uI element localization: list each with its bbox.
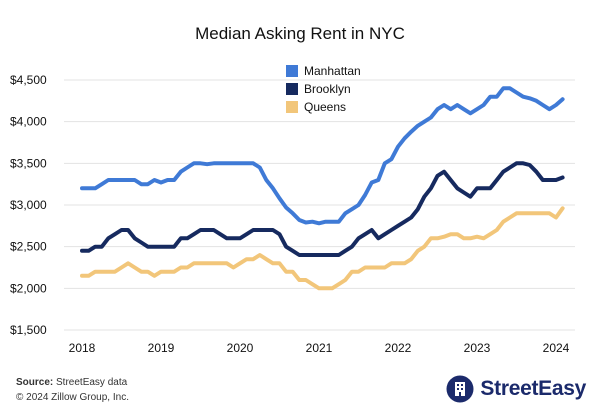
series-line-queens [80,206,565,291]
source-label: Source: [16,377,54,388]
source-text: StreetEasy data [53,377,128,388]
y-tick-label: $4,000 [10,115,47,129]
series-lines [80,86,565,291]
y-tick-label: $1,500 [10,323,47,337]
brand-name: StreetEasy [480,377,586,400]
chart-title: Median Asking Rent in NYC [195,24,405,43]
x-axis-ticks: 2018 2019 2020 2021 2022 2023 2024 [69,341,570,355]
building-icon [446,375,474,403]
gridlines [64,79,575,331]
y-axis-ticks: $1,500 $2,000 $2,500 $3,000 $3,500 $4,000 $4,5… [10,73,47,337]
x-tick-label: 2018 [69,341,96,355]
source-note: Source: StreetEasy data [16,377,127,388]
x-tick-label: 2019 [148,341,175,355]
x-tick-label: 2020 [227,341,254,355]
x-tick-label: 2022 [385,341,412,355]
y-tick-label: $3,500 [10,156,47,170]
legend: Manhattan Brooklyn Queens [286,64,361,114]
x-tick-label: 2024 [543,341,570,355]
legend-label: Manhattan [304,64,361,78]
y-tick-label: $2,500 [10,240,47,254]
y-tick-label: $3,000 [10,198,47,212]
legend-swatch-queens [286,101,298,113]
copyright: © 2024 Zillow Group, Inc. [16,392,129,403]
streeteasy-logo[interactable]: StreetEasy [446,375,586,403]
legend-swatch-brooklyn [286,83,298,95]
legend-swatch-manhattan [286,65,298,77]
y-tick-label: $4,500 [10,73,47,87]
series-line-manhattan [80,86,565,226]
legend-label: Queens [304,100,346,114]
x-tick-label: 2023 [464,341,491,355]
y-tick-label: $2,000 [10,281,47,295]
series-line-brooklyn [80,161,565,257]
legend-label: Brooklyn [304,82,351,96]
x-tick-label: 2021 [306,341,333,355]
